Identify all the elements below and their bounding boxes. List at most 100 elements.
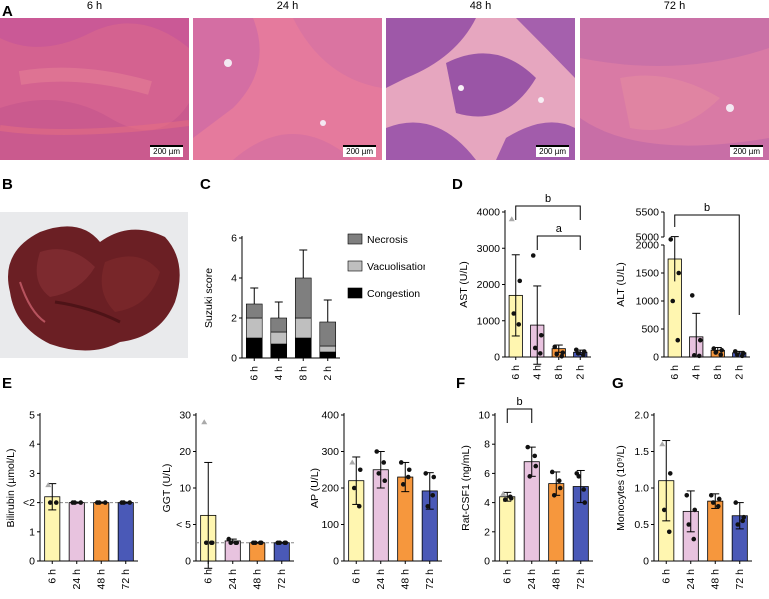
data-point	[573, 347, 579, 353]
y-tick-label: 8	[484, 439, 490, 451]
data-point	[78, 500, 84, 505]
y-tick-label: 10	[478, 410, 490, 422]
x-tick-label: 48 h	[399, 569, 411, 590]
micrograph-time-label: 6 h	[86, 0, 103, 12]
y-tick-label: 2000	[636, 240, 660, 252]
data-point	[517, 278, 523, 284]
y-tick-label: 1000	[477, 315, 501, 327]
chart-ap: 0 100 200 300 400 AP (U/L) 6 h 24 h 48 h 72 h	[309, 410, 442, 590]
data-point	[406, 467, 412, 473]
scale-bar: 200 µm	[150, 145, 183, 157]
y-axis-label: AST (U/L)	[458, 261, 470, 307]
data-point	[696, 353, 702, 359]
y-tick-label: 2	[231, 313, 237, 325]
data-point	[557, 485, 563, 491]
data-point	[277, 540, 283, 546]
y-tick-label: < 5	[176, 519, 191, 531]
data-point	[201, 419, 208, 425]
y-tick-label: 2000	[477, 279, 501, 291]
scale-bar: 200 µm	[536, 145, 569, 157]
x-tick-label: 48 h	[251, 569, 263, 590]
data-point	[740, 518, 746, 524]
chart-monocytes: 0 0.5 1.0 1.5 2.0 Monocytes (10⁹/L) 6 h 24 h 48 …	[615, 410, 752, 590]
data-point	[689, 293, 695, 298]
data-point	[430, 493, 436, 498]
y-tick-label: 10	[179, 483, 191, 495]
data-point	[538, 332, 544, 338]
data-point	[575, 351, 581, 356]
panel-label-c: C	[200, 176, 211, 193]
y-tick-label: 4	[484, 497, 490, 509]
data-point	[423, 471, 429, 476]
data-point	[733, 500, 739, 505]
data-point	[425, 503, 431, 509]
data-point	[710, 500, 716, 505]
data-point	[691, 353, 697, 358]
data-point	[349, 459, 356, 465]
data-point	[96, 500, 102, 505]
x-tick-label: 24 h	[273, 366, 285, 380]
significance-bracket	[506, 408, 533, 423]
micrograph-time-label: 72 h	[663, 0, 686, 12]
data-point	[661, 507, 667, 513]
data-point	[718, 352, 724, 358]
x-tick-label: 6 h	[46, 569, 58, 584]
y-tick-label: 0	[231, 353, 237, 365]
data-point	[405, 474, 411, 480]
x-tick-label: 72 h	[733, 365, 745, 380]
scale-bar: 200 µm	[730, 145, 763, 157]
y-axis-label: Rat-CSF1 (ng/mL)	[460, 445, 472, 531]
data-point	[580, 352, 586, 358]
y-tick-label: 300	[321, 446, 339, 458]
y-axis-label: GGT (U/L)	[161, 464, 173, 513]
data-point	[376, 471, 382, 476]
y-tick-label: 3000	[477, 243, 501, 255]
stacked-bar-segment	[245, 317, 263, 339]
x-tick-label: 24 h	[690, 365, 702, 380]
data-point	[732, 349, 738, 354]
data-point	[381, 460, 387, 465]
data-point	[102, 500, 108, 505]
data-point	[537, 351, 543, 356]
bar	[707, 500, 724, 562]
stacked-bar-segment	[319, 351, 337, 359]
data-point	[559, 353, 565, 359]
y-tick-label: 100	[321, 519, 339, 531]
y-tick-label: 6	[484, 468, 490, 480]
significance-label: b	[545, 193, 551, 205]
data-point	[252, 540, 258, 546]
data-point	[508, 216, 515, 222]
y-tick-label: 1	[29, 526, 35, 538]
y-tick-label: 30	[179, 410, 191, 422]
data-point	[53, 500, 59, 505]
x-tick-label: 48 h	[550, 569, 562, 590]
x-tick-label: 24 h	[685, 569, 697, 590]
y-tick-label: 0	[29, 556, 35, 568]
y-tick-label: 2	[484, 526, 490, 538]
data-point	[533, 463, 539, 469]
data-point	[684, 493, 690, 498]
data-point	[666, 529, 672, 535]
y-tick-label: 0	[484, 556, 490, 568]
x-tick-label: 6 h	[248, 366, 260, 380]
legend-label: Congestion	[367, 288, 420, 300]
x-tick-label: 72 h	[574, 365, 586, 380]
data-point	[282, 540, 288, 546]
stacked-bar-segment	[245, 337, 263, 359]
stacked-bar-segment	[270, 331, 288, 345]
significance-label: a	[556, 223, 563, 235]
data-point	[226, 536, 232, 542]
panel-label-f: F	[456, 375, 466, 392]
y-tick-label: 200	[321, 483, 339, 495]
data-point	[532, 345, 538, 351]
y-tick-label: 0	[494, 352, 500, 364]
data-point	[208, 540, 214, 546]
x-tick-label: 72 h	[575, 569, 587, 590]
panel-label-b: B	[2, 176, 13, 193]
x-tick-label: 6 h	[669, 365, 681, 380]
y-tick-label: 0	[333, 556, 339, 568]
data-point	[47, 500, 53, 505]
data-point	[554, 351, 560, 357]
data-point	[400, 482, 406, 487]
